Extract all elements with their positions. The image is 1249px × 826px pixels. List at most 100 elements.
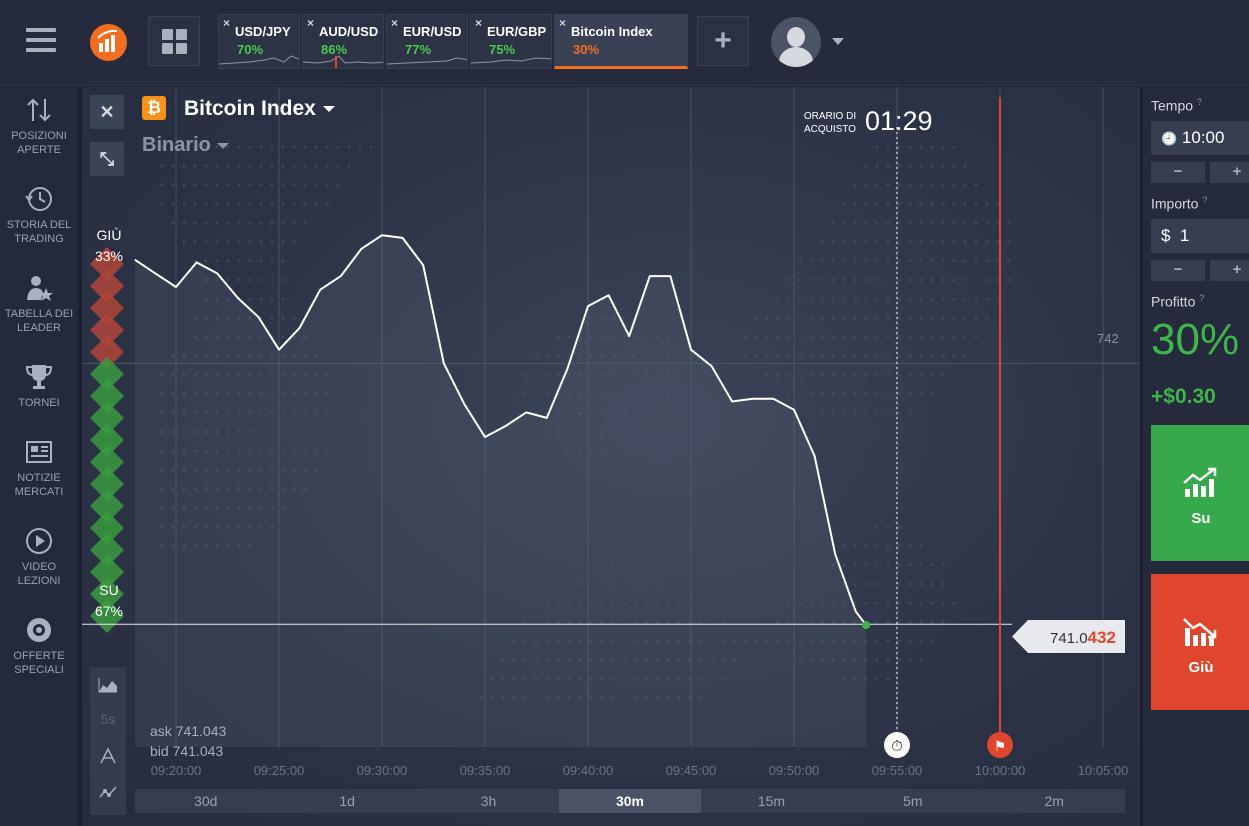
- sidebar-item-tournaments[interactable]: TORNEI: [0, 362, 78, 410]
- add-asset-button[interactable]: +: [697, 16, 749, 66]
- stopwatch-glyph: ⏱: [891, 737, 903, 755]
- asset-tab-payout: 70%: [237, 42, 264, 57]
- asset-tab-audusd[interactable]: × AUD/USD 86%: [302, 14, 384, 69]
- currency-symbol: $: [1161, 226, 1171, 245]
- sidebar-item-open-positions[interactable]: POSIZIONI APERTE: [0, 95, 78, 157]
- sentiment-up-bar: [90, 467, 124, 501]
- asset-tab-sparkline: [219, 55, 299, 65]
- help-icon[interactable]: ?: [1202, 195, 1208, 205]
- close-tab-icon[interactable]: ×: [391, 16, 399, 30]
- sidebar-item-trading-history[interactable]: STORIA DEL TRADING: [0, 184, 78, 246]
- period-3h[interactable]: 3h: [480, 793, 497, 809]
- period-1d[interactable]: 1d: [339, 793, 355, 809]
- time-axis-label: 09:35:00: [459, 763, 511, 778]
- bid-label: bid: [150, 743, 169, 759]
- sentiment-up-bar: [90, 379, 124, 413]
- help-icon[interactable]: ?: [1196, 97, 1202, 107]
- asset-tab-payout: 30%: [573, 42, 600, 57]
- call-up-button[interactable]: Su: [1151, 425, 1249, 561]
- put-down-button[interactable]: Giù: [1151, 574, 1249, 710]
- drawing-tool-icon[interactable]: [90, 783, 126, 804]
- trade-panel: Tempo ? 🕘 10:00 − + Importo ? $ 1 − + Pr…: [1143, 87, 1249, 826]
- current-price-digits: 432: [1087, 628, 1116, 647]
- asset-tab-name: USD/JPY: [235, 24, 291, 39]
- period-selector: 30d 1d 3h 30m 15m 5m 2m: [135, 789, 1125, 813]
- sentiment-up-pct: 67%: [94, 603, 124, 619]
- price-chart[interactable]: ⏱ ⚑: [82, 87, 1140, 826]
- bar-chart-logo-icon[interactable]: [90, 24, 127, 61]
- bid-value: 741.043: [172, 743, 224, 759]
- world-map-background: [160, 145, 1011, 700]
- sidebar-item-leaderboard[interactable]: TABELLA DEI LEADER: [0, 273, 78, 335]
- price-line: [134, 234, 867, 626]
- help-icon[interactable]: ?: [1199, 293, 1205, 303]
- close-tab-icon[interactable]: ×: [559, 16, 567, 30]
- asset-tab-name: Bitcoin Index: [571, 24, 653, 39]
- grid-icon[interactable]: [148, 16, 200, 66]
- period-30m[interactable]: 30m: [559, 789, 701, 813]
- period-30d[interactable]: 30d: [194, 793, 218, 809]
- sidebar-item-special-offers[interactable]: OFFERTE SPECIALI: [0, 615, 78, 677]
- option-type-dropdown[interactable]: Binario: [142, 134, 229, 157]
- sentiment-up-bar: [90, 401, 124, 435]
- put-down-label: Giù: [1188, 659, 1214, 676]
- profit-amount: +$0.30: [1151, 385, 1216, 408]
- area-chart-icon[interactable]: [90, 675, 126, 696]
- amount-decrease-button[interactable]: −: [1151, 260, 1205, 281]
- top-bar: × USD/JPY 70% × AUD/USD 86% × EUR/USD 77…: [0, 0, 1249, 86]
- profit-label: Profitto ?: [1151, 293, 1205, 310]
- asset-tab-payout: 77%: [405, 42, 432, 57]
- amount-field[interactable]: $ 1: [1151, 219, 1249, 253]
- sidebar-item-label: POSIZIONI APERTE: [11, 130, 67, 156]
- sentiment-down-bar: [90, 335, 124, 369]
- purchase-countdown: 01:29: [865, 106, 933, 136]
- current-price-point: [862, 621, 871, 630]
- chevron-down-icon[interactable]: [832, 38, 844, 45]
- amount-increase-button[interactable]: +: [1210, 260, 1249, 281]
- asset-tab-payout: 86%: [321, 42, 348, 57]
- time-axis-label: 09:45:00: [665, 763, 717, 778]
- asset-tab-bitcoin-index[interactable]: × Bitcoin Index 30%: [554, 14, 688, 69]
- indicator-icon[interactable]: [90, 747, 126, 768]
- expiry-time-value: 10:00: [1181, 128, 1225, 147]
- close-chart-button[interactable]: ✕: [90, 95, 124, 129]
- purchase-time-label: ORARIO DI ACQUISTO: [803, 111, 857, 135]
- period-2m[interactable]: 2m: [1044, 793, 1064, 809]
- sentiment-up-bar: [90, 489, 124, 523]
- expiry-time-field[interactable]: 🕘 10:00: [1151, 121, 1249, 155]
- hamburger-icon[interactable]: [26, 28, 56, 54]
- close-tab-icon[interactable]: ×: [223, 16, 231, 30]
- period-15m[interactable]: 15m: [757, 793, 786, 809]
- sidebar-item-label: TORNEI: [18, 397, 60, 409]
- sidebar-item-label: NOTIZIE MERCATI: [14, 472, 64, 498]
- timeframe-5s[interactable]: 5s: [100, 711, 116, 727]
- amount-label: Importo ?: [1151, 195, 1208, 212]
- time-decrease-button[interactable]: −: [1151, 162, 1205, 183]
- sentiment-down-bar: [90, 313, 124, 347]
- time-increase-button[interactable]: +: [1210, 162, 1249, 183]
- sidebar-item-label: TABELLA DEI LEADER: [4, 308, 74, 334]
- sidebar-item-market-news[interactable]: NOTIZIE MERCATI: [0, 437, 78, 499]
- user-avatar-icon[interactable]: [771, 17, 821, 67]
- sentiment-up-bar: [90, 445, 124, 479]
- ask-price: ask 741.043: [150, 723, 226, 739]
- sidebar-item-video-lessons[interactable]: VIDEO LEZIONI: [0, 526, 78, 588]
- collapse-chart-button[interactable]: ⤡: [90, 142, 124, 176]
- close-tab-icon[interactable]: ×: [475, 16, 483, 30]
- asset-tab-eurusd[interactable]: × EUR/USD 77%: [386, 14, 468, 69]
- stopwatch-icon: [884, 732, 910, 758]
- chart-area[interactable]: ⏱ ⚑ ✕ ⤡ ₿ Bitcoin Index Binario ORARIO DI…: [82, 87, 1140, 826]
- current-price-main: 741.0: [1050, 630, 1088, 647]
- asset-tab-eurgbp[interactable]: × EUR/GBP 75%: [470, 14, 552, 69]
- ask-value: 741.043: [175, 723, 227, 739]
- sentiment-up: SU 67%: [84, 580, 134, 622]
- sidebar: POSIZIONI APERTE STORIA DEL TRADING TABE…: [0, 87, 78, 826]
- close-tab-icon[interactable]: ×: [307, 16, 315, 30]
- asset-tab-usdjpy[interactable]: × USD/JPY 70%: [218, 14, 300, 69]
- finish-flag-glyph: ⚑: [994, 739, 1007, 755]
- trend-down-icon: [1183, 618, 1217, 646]
- chart-tools-panel: 5s: [90, 667, 126, 815]
- sentiment-down-bar: [90, 269, 124, 303]
- period-5m[interactable]: 5m: [903, 793, 923, 809]
- asset-title-dropdown[interactable]: Bitcoin Index: [184, 97, 335, 121]
